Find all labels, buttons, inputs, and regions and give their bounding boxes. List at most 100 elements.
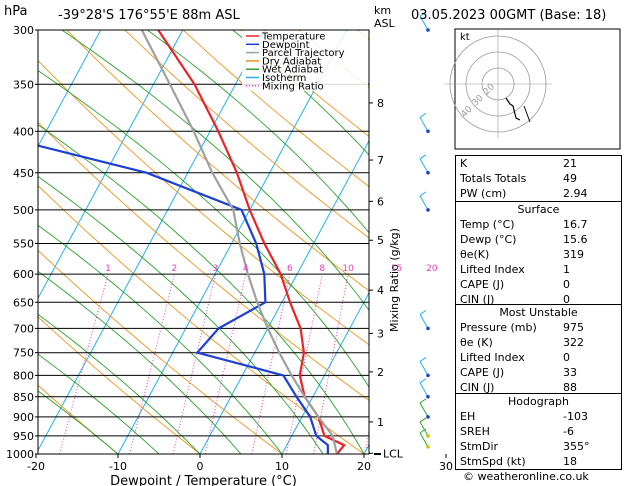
most-unstable-row: Pressure (mb) 975 [456,320,621,335]
most-unstable-row: Lifted Index 0 [456,350,621,365]
surface-row: CIN (J) 0 [456,292,621,307]
index-value: 21 [563,157,577,170]
surface-value: 0 [563,278,570,291]
most-unstable-label: Lifted Index [460,351,525,364]
most-unstable-value: 322 [563,336,584,349]
most-unstable-row: CIN (J) 88 [456,380,621,395]
temperature-tick-label: -10 [109,460,127,473]
mixing-ratio-value-label: 4 [243,264,249,274]
legend-entry: Parcel Trajectory [262,48,345,59]
mixing-ratio-value-label: 3 [213,264,219,274]
wind-barb [419,357,430,378]
temperature-line [157,30,346,454]
isotherm-line [117,30,348,454]
km-tick-label: LCL [383,447,404,460]
mixing-ratio-value-label: 10 [342,264,354,274]
most-unstable-label: θe (K) [460,336,493,349]
isotherm-line [38,30,266,452]
mixing-ratio-line [313,274,349,454]
wind-barb [419,309,430,331]
mixing-ratio-line [59,273,109,454]
hodograph-kt-label: kt [460,32,470,43]
km-tick-label: 4 [377,284,384,297]
dry-adiabat-line [240,30,369,137]
pressure-tick-label: 700 [13,322,34,335]
pressure-tick-label: 1000 [6,448,34,461]
wind-barb [419,398,430,419]
asl-label: ASL [374,17,395,30]
mixing-ratio-line [251,274,291,454]
index-value: 49 [563,172,577,185]
surface-value: 1 [563,263,570,276]
hodograph-value: 355° [563,440,590,453]
mixing-ratio-value-label: 2 [172,264,178,274]
plot-frame [37,29,370,455]
wet-adiabat-line [38,313,201,454]
surface-value: 15.6 [563,233,588,246]
dewpoint-line [38,144,329,454]
mixing-ratio-value-label: 6 [287,264,293,274]
hpa-label: hPa [4,4,28,19]
most-unstable-panel: Most Unstable Pressure (mb) 975 θe (K) 322 L… [455,304,622,396]
index-label: Totals Totals [460,172,527,185]
most-unstable-value: 88 [563,381,577,394]
surface-row: Temp (°C) 16.7 [456,217,621,232]
hodograph-label: SREH [460,425,490,438]
legend-entry: Dry Adiabat [262,56,321,67]
hodograph-label: StmDir [460,440,499,453]
temperature-tick-label: 20 [357,460,371,473]
surface-label: Temp (°C) [460,218,515,231]
mixing-ratio-line [204,273,247,454]
dry-adiabat-line [38,316,201,454]
hodograph-value: -6 [563,425,574,438]
temperature-tick-label: 10 [275,460,289,473]
wet-adiabat-line [232,30,369,156]
mixing-ratio-line [285,274,323,454]
isotherm-line [38,30,102,148]
hodograph-value: -103 [563,410,588,423]
km-tick-label: 3 [377,327,384,340]
pressure-tick-label: 400 [13,125,34,138]
hodograph-row: StmDir 355° [456,439,621,454]
dry-adiabat-line [182,30,369,188]
pressure-tick-label: 750 [13,347,34,360]
isotherm-line [281,291,369,454]
km-tick-label: 7 [377,154,384,167]
pressure-tick-label: 800 [13,369,34,382]
hodograph-title: Hodograph [508,395,569,408]
hodograph-row: SREH -6 [456,424,621,439]
parcel-trajectory-line [140,30,338,454]
mixing-ratio-line [172,273,216,454]
indices-panel: K 21 Totals Totals 49 PW (cm) 2.94 [455,155,622,202]
dry-adiabat-line [38,249,283,454]
pressure-tick-label: 950 [13,430,34,443]
hodograph-frame [454,28,621,150]
pressure-tick-label: 650 [13,296,34,309]
dry-adiabat-line [38,184,365,454]
surface-panel: Surface Temp (°C) 16.7 Dewp (°C) 15.6 θe(K) 3… [455,201,622,308]
pressure-tick-label: 350 [13,78,34,91]
wet-adiabat-line [38,70,369,389]
hodograph-value: 18 [563,455,577,468]
temperature-tick-label: 30 [439,460,453,473]
most-unstable-value: 33 [563,366,577,379]
km-tick-label: 8 [377,97,384,110]
pressure-tick-label: 600 [13,268,34,281]
wet-adiabat-line [61,30,369,312]
datetime-title: 03.05.2023 00GMT (Base: 18) [411,8,607,23]
km-tick-label: 2 [377,366,384,379]
hodograph-label: StmSpd (kt) [460,455,526,468]
hodograph-row: EH -103 [456,409,621,424]
most-unstable-row: CAPE (J) 33 [456,365,621,380]
km-tick-label: 1 [377,416,384,429]
surface-label: θe(K) [460,248,490,261]
mixing-ratio-line [403,274,432,454]
pressure-tick-label: 550 [13,237,34,250]
surface-row: CAPE (J) 0 [456,277,621,292]
legend-entry: Wet Adiabat [262,65,323,76]
surface-value: 16.7 [563,218,588,231]
surface-label: Dewp (°C) [460,233,517,246]
legend-entry: Isotherm [262,73,306,84]
